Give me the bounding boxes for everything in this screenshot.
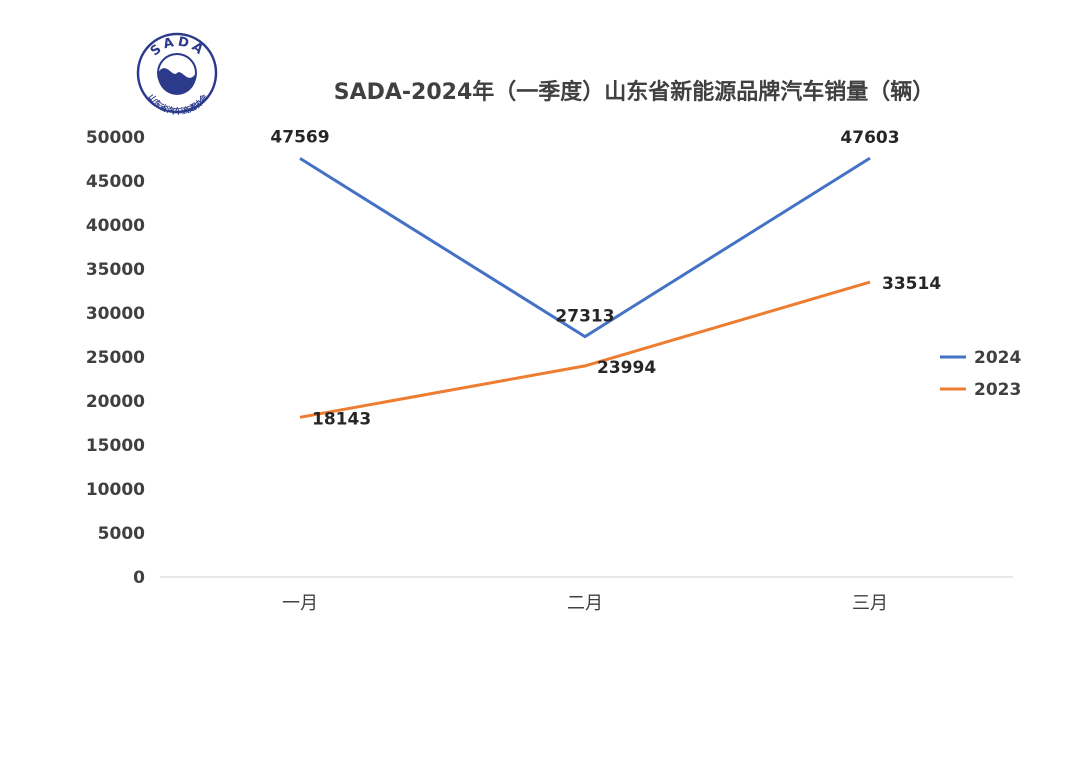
data-label-2024: 27313 [555,307,614,327]
y-tick-label: 0 [133,568,145,588]
data-label-2024: 47569 [270,127,329,147]
data-label-2023: 33514 [882,274,941,294]
y-tick-label: 15000 [86,436,145,456]
series-line-2023 [299,280,871,419]
y-tick-label: 45000 [86,172,145,192]
x-tick-label: 一月 [282,593,318,614]
y-tick-label: 25000 [86,348,145,368]
x-axis: 一月 二月 三月 [160,576,1013,614]
series-line-2024 [299,156,871,339]
x-tick-label: 三月 [852,593,888,614]
series-lines [299,156,871,419]
logo-swirl [158,68,196,95]
x-tick-label: 二月 [567,593,603,614]
legend-label-2023: 2023 [974,380,1021,400]
y-tick-label: 10000 [86,480,145,500]
y-tick-label: 50000 [86,128,145,148]
sada-logo: SADA 山东省汽车流通协会 [136,32,218,116]
y-tick-label: 20000 [86,392,145,412]
y-tick-label: 30000 [86,304,145,324]
data-label-2023: 23994 [597,358,656,378]
data-label-2023: 18143 [312,409,371,429]
y-tick-label: 40000 [86,216,145,236]
legend-label-2024: 2024 [974,348,1021,368]
y-tick-label: 35000 [86,260,145,280]
y-tick-label: 5000 [98,524,145,544]
y-axis: 0 5000 10000 15000 20000 25000 30000 35000 40000… [86,128,145,588]
legend: 2024 2023 [940,348,1021,400]
data-labels: 47569 27313 47603 18143 23994 33514 [270,127,941,429]
chart-title: SADA-2024年（一季度）山东省新能源品牌汽车销量（辆） [334,79,935,105]
data-label-2024: 47603 [840,128,899,148]
